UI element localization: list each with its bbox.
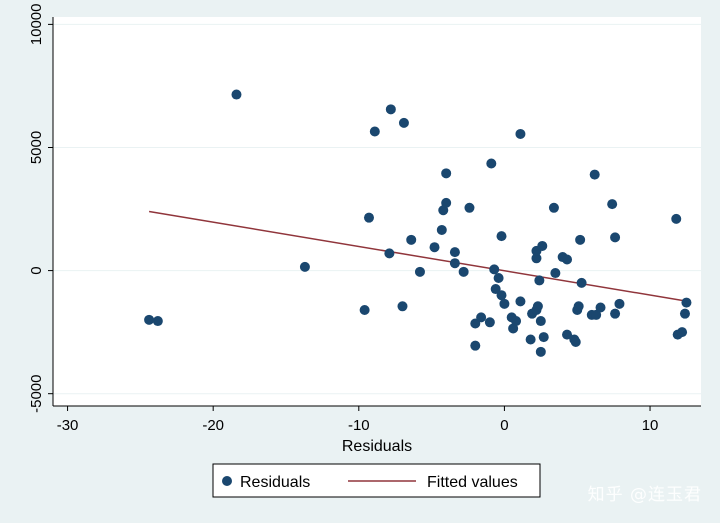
residual-point (484, 317, 495, 328)
residual-point (677, 327, 688, 338)
residual-point (496, 231, 507, 242)
fitted-line-layer (148, 210, 689, 303)
residual-point (589, 169, 600, 180)
residual-point (548, 202, 559, 213)
residual-point (441, 197, 452, 208)
x-tick-label: 0 (500, 417, 508, 434)
scatter-points (144, 89, 692, 357)
residual-point (525, 334, 536, 345)
x-tick-label: -30 (57, 417, 79, 434)
residual-point (441, 168, 452, 179)
residual-point (562, 329, 573, 340)
residual-point (573, 301, 584, 312)
residual-point (515, 128, 526, 139)
residual-point (476, 312, 487, 323)
residual-point (363, 212, 374, 223)
residual-point (610, 308, 621, 319)
residual-point (384, 248, 395, 259)
residual-point (231, 89, 242, 100)
residual-point (550, 268, 561, 279)
residual-point (499, 298, 510, 309)
residual-point (493, 272, 504, 283)
legend-residuals-label: Residuals (240, 474, 310, 491)
residual-point (595, 302, 606, 313)
residual-point (449, 247, 460, 258)
residual-point (398, 117, 409, 128)
residual-point (532, 301, 543, 312)
legend-residuals-marker (222, 476, 232, 486)
residual-point (538, 332, 549, 343)
residual-point (614, 298, 625, 309)
plot-area (53, 17, 701, 406)
residual-point (534, 275, 545, 286)
x-tick-label: 10 (642, 417, 659, 434)
residual-point (671, 213, 682, 224)
residual-point (299, 261, 310, 272)
y-tick-label: 5000 (28, 131, 45, 164)
residual-point (359, 304, 370, 315)
residual-point (537, 240, 548, 251)
watermark: 知乎 @连玉君 (587, 485, 702, 505)
residual-point (511, 316, 522, 327)
x-tick-label: -10 (348, 417, 370, 434)
residual-point (470, 340, 481, 351)
residual-point (152, 316, 163, 327)
residual-point (570, 336, 581, 347)
residual-point (591, 309, 602, 320)
residual-point (369, 126, 380, 137)
legend: Residuals Fitted values (212, 463, 541, 498)
x-axis-label: Residuals (342, 438, 412, 455)
residual-point (385, 104, 396, 115)
residual-point (576, 277, 587, 288)
legend-fitted-label: Fitted values (427, 474, 518, 491)
residual-point (449, 258, 460, 269)
fitted-values-line (148, 210, 689, 303)
y-tick-label: 10000 (28, 4, 45, 46)
residual-point (562, 254, 573, 265)
residual-point (414, 266, 425, 277)
y-tick-label: -5000 (28, 375, 45, 413)
y-tick-label: 0 (28, 266, 45, 274)
residual-point (489, 264, 500, 275)
residual-point (436, 224, 447, 235)
residual-point (575, 234, 586, 245)
axes (52, 17, 701, 407)
residual-point (397, 301, 408, 312)
residual-point (458, 266, 469, 277)
residual-point (486, 158, 497, 169)
residual-point (515, 296, 526, 307)
residual-point (535, 316, 546, 327)
x-tick-label: -20 (202, 417, 224, 434)
x-ticks: -30 -20 -10 0 10 (57, 406, 659, 434)
y-ticks: -5000 0 5000 10000 (28, 4, 53, 413)
residual-point (681, 297, 692, 308)
residual-point (144, 314, 155, 325)
residual-point (429, 242, 440, 253)
residual-point (496, 290, 507, 301)
residual-point (607, 199, 618, 210)
residual-point (679, 308, 690, 319)
residual-point (535, 346, 546, 357)
residual-point (406, 234, 417, 245)
residual-point (531, 253, 542, 264)
grid-lines (53, 23, 701, 395)
residual-point (610, 232, 621, 243)
residual-point (464, 202, 475, 213)
